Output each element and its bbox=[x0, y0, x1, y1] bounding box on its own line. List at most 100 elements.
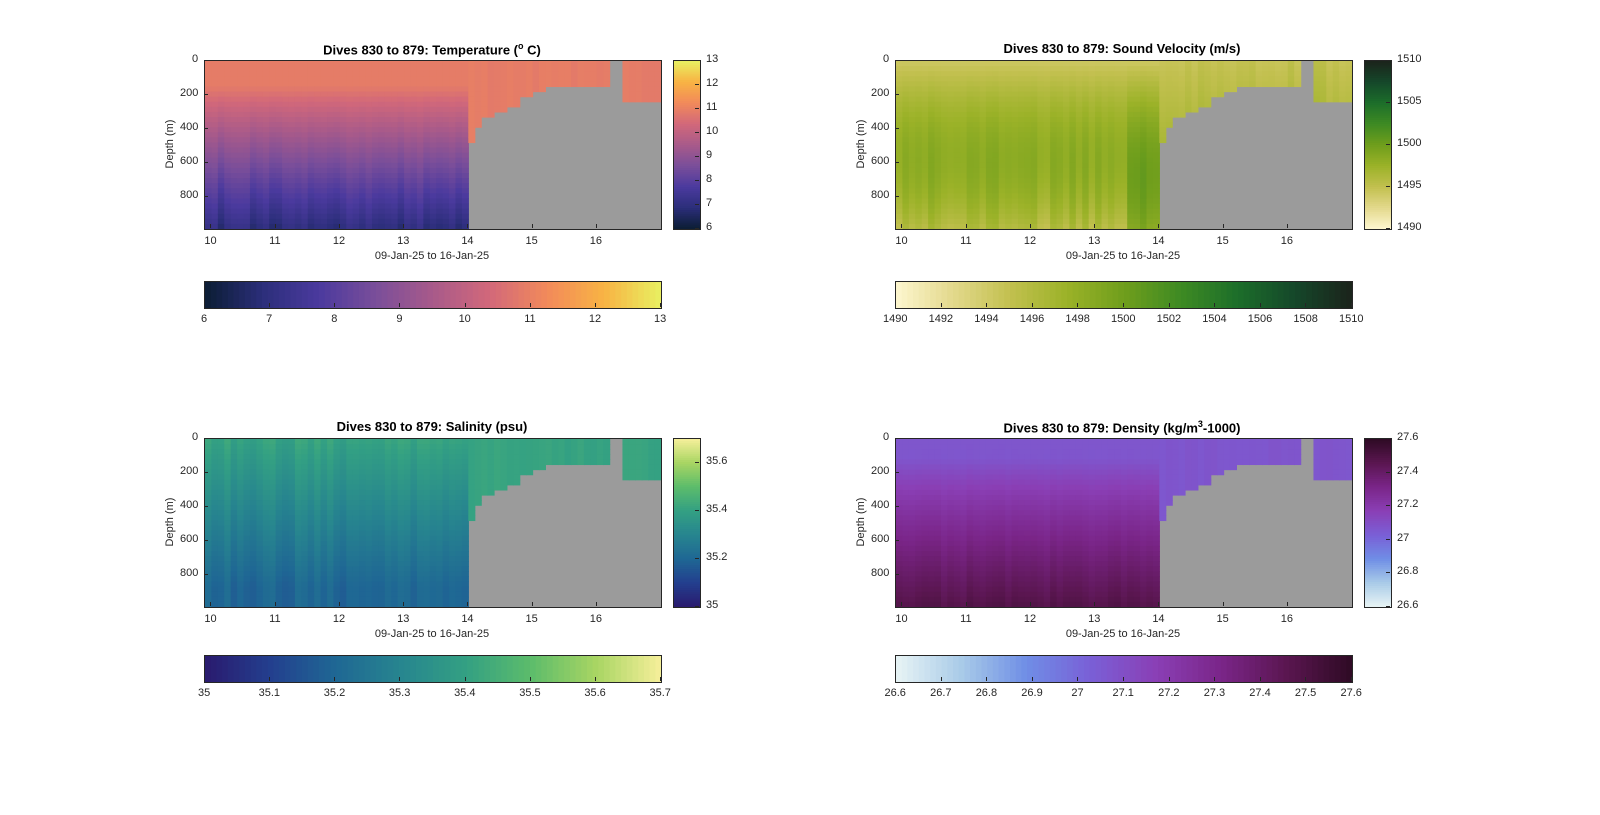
colorbar-swatch bbox=[674, 86, 700, 89]
heatmap-cell bbox=[461, 101, 469, 108]
heatmap-cell bbox=[339, 571, 347, 578]
heatmap-cell bbox=[635, 81, 643, 88]
heatmap-cell bbox=[230, 561, 238, 567]
heatmap-cell bbox=[487, 96, 495, 103]
heatmap-cell bbox=[211, 106, 219, 113]
heatmap-cell bbox=[346, 601, 354, 607]
heatmap-cell bbox=[474, 91, 482, 98]
heatmap-cell bbox=[391, 576, 399, 583]
heatmap-cell bbox=[500, 96, 508, 103]
heatmap-cell bbox=[436, 178, 444, 184]
heatmap-cell bbox=[217, 515, 225, 522]
heatmap-cell bbox=[1223, 61, 1231, 67]
heatmap-cell bbox=[973, 137, 981, 144]
heatmap-cell bbox=[915, 167, 923, 174]
heatmap-cell bbox=[314, 218, 322, 225]
heatmap-cell bbox=[461, 556, 469, 562]
heatmap-cell bbox=[992, 117, 1000, 123]
heatmap-cell bbox=[269, 86, 277, 93]
heatmap-cell bbox=[423, 566, 431, 572]
heatmap-cell bbox=[985, 122, 993, 128]
heatmap-cell bbox=[622, 96, 630, 103]
heatmap-cell bbox=[423, 208, 431, 215]
heatmap-cell bbox=[352, 183, 360, 189]
heatmap-cell bbox=[449, 208, 457, 215]
heatmap-cell bbox=[455, 152, 463, 159]
heatmap-cell bbox=[211, 576, 219, 583]
heatmap-cell bbox=[1018, 183, 1026, 189]
colorbar-swatch bbox=[609, 282, 616, 308]
heatmap-cell bbox=[1107, 66, 1115, 72]
heatmap-cell bbox=[1011, 111, 1019, 118]
heatmap-cell bbox=[307, 81, 315, 88]
heatmap-cell bbox=[230, 556, 238, 562]
heatmap-cell bbox=[1101, 208, 1109, 215]
heatmap-cell bbox=[1062, 147, 1071, 154]
heatmap-cell bbox=[371, 91, 380, 98]
heatmap-cell bbox=[966, 147, 974, 154]
heatmap-cell bbox=[327, 571, 335, 578]
heatmap-cell bbox=[940, 71, 948, 77]
heatmap-cell bbox=[371, 66, 380, 72]
colorbar-swatch bbox=[1175, 282, 1182, 308]
heatmap-cell bbox=[1075, 127, 1083, 133]
heatmap-cell bbox=[979, 183, 987, 189]
heatmap-cell bbox=[998, 96, 1006, 103]
colorbar-tick-mark bbox=[334, 303, 336, 307]
heatmap-cell bbox=[973, 76, 981, 82]
heatmap-cell bbox=[1140, 96, 1148, 103]
y-tick-label: 200 bbox=[180, 86, 199, 99]
heatmap-cell bbox=[307, 566, 315, 572]
y-tick-label: 400 bbox=[871, 120, 890, 133]
heatmap-cell bbox=[320, 444, 328, 450]
heatmap-cell bbox=[359, 223, 367, 229]
heatmap-cell bbox=[237, 122, 245, 128]
colorbar-swatch bbox=[1055, 282, 1062, 308]
heatmap-cell bbox=[288, 213, 296, 220]
x-tick-label: 14 bbox=[1152, 235, 1165, 247]
heatmap-cell bbox=[1075, 162, 1083, 169]
heatmap-cell bbox=[934, 142, 942, 149]
heatmap-cell bbox=[1043, 183, 1051, 189]
heatmap-cell bbox=[1114, 178, 1122, 184]
heatmap-cell bbox=[461, 86, 469, 93]
heatmap-cell bbox=[237, 500, 245, 506]
heatmap-cell bbox=[1165, 96, 1173, 103]
heatmap-cell bbox=[230, 137, 238, 144]
heatmap-cell bbox=[442, 213, 450, 220]
heatmap-cell bbox=[307, 439, 315, 445]
colorbar-swatch bbox=[1169, 282, 1176, 308]
heatmap-cell bbox=[1217, 81, 1225, 88]
colorbar-swatch bbox=[1365, 145, 1391, 148]
heatmap-cell bbox=[966, 127, 974, 133]
heatmap-cell bbox=[410, 596, 418, 603]
heatmap-cell bbox=[1043, 198, 1051, 205]
heatmap-cell bbox=[307, 147, 315, 154]
heatmap-cell bbox=[282, 127, 290, 133]
heatmap-cell bbox=[902, 218, 910, 225]
heatmap-cell bbox=[1345, 81, 1352, 88]
colorbar-tick-mark bbox=[1168, 303, 1170, 307]
heatmap-cell bbox=[275, 198, 283, 205]
heatmap-cell bbox=[416, 530, 424, 537]
colorbar-swatch bbox=[674, 63, 700, 66]
heatmap-cell bbox=[301, 66, 309, 72]
heatmap-cell bbox=[487, 101, 495, 108]
heatmap-cell bbox=[288, 596, 296, 603]
heatmap-cell bbox=[416, 540, 424, 547]
heatmap-cell bbox=[928, 167, 936, 174]
heatmap-cell bbox=[455, 576, 463, 583]
heatmap-cell bbox=[404, 132, 412, 138]
heatmap-cell bbox=[1159, 71, 1167, 77]
colorbar-swatch bbox=[1049, 282, 1057, 308]
heatmap-cell bbox=[262, 76, 270, 82]
heatmap-cell bbox=[551, 71, 559, 77]
heatmap-cell bbox=[365, 556, 373, 562]
heatmap-cell bbox=[953, 218, 961, 225]
heatmap-cell bbox=[404, 106, 412, 113]
heatmap-cell bbox=[282, 132, 290, 138]
heatmap-cell bbox=[966, 71, 974, 77]
heatmap-cell bbox=[1082, 66, 1090, 72]
heatmap-cell bbox=[371, 157, 380, 164]
heatmap-cell bbox=[506, 71, 514, 77]
